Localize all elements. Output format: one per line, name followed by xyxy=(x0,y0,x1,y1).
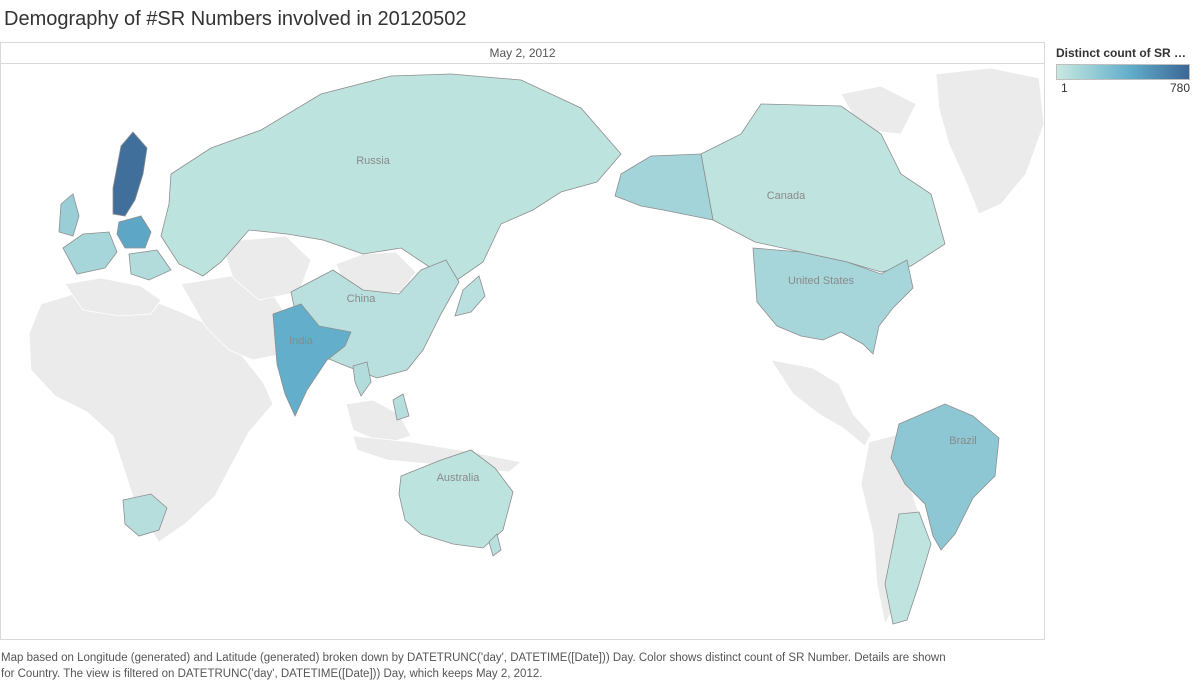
legend-max-label: 780 xyxy=(1169,81,1190,95)
dashboard-title: Demography of #SR Numbers involved in 20… xyxy=(4,8,467,30)
label-russia: Russia xyxy=(356,155,391,167)
europe-misc-shape[interactable] xyxy=(64,277,162,317)
label-australia: Australia xyxy=(437,472,481,484)
label-india: India xyxy=(289,335,314,347)
data-countries xyxy=(58,73,1000,625)
united-states-shape[interactable] xyxy=(752,247,914,355)
russia-shape[interactable] xyxy=(160,73,622,281)
uk-shape[interactable] xyxy=(58,193,80,237)
label-canada: Canada xyxy=(767,190,806,202)
thailand-shape[interactable] xyxy=(352,361,372,397)
alaska-shape[interactable] xyxy=(614,153,714,221)
map-canvas[interactable]: Russia China India Canada United States … xyxy=(1,64,1044,639)
label-united-states: United States xyxy=(788,275,855,287)
pane-header-date: May 2, 2012 xyxy=(1,43,1044,64)
color-legend[interactable]: Distinct count of SR Nu.. 1 780 xyxy=(1056,46,1194,97)
sweden-shape[interactable] xyxy=(112,131,148,217)
caption-line-1: Map based on Longitude (generated) and L… xyxy=(1,652,946,664)
label-china: China xyxy=(347,293,377,305)
legend-labels: 1 780 xyxy=(1056,81,1190,97)
caption-line-2: for Country. The view is filtered on DAT… xyxy=(1,668,543,680)
poland-shape[interactable] xyxy=(116,215,152,249)
caption: Map based on Longitude (generated) and L… xyxy=(1,650,1061,682)
japan-shape[interactable] xyxy=(454,275,486,317)
canada-shape[interactable] xyxy=(700,103,946,273)
mexico-central-america-shape[interactable] xyxy=(770,359,872,447)
world-map[interactable]: Russia China India Canada United States … xyxy=(1,64,1044,639)
argentina-chile-shape[interactable] xyxy=(884,511,932,625)
legend-title[interactable]: Distinct count of SR Nu.. xyxy=(1056,46,1194,60)
eastern-europe-shape[interactable] xyxy=(128,249,172,281)
southeast-asia-shape[interactable] xyxy=(345,399,412,445)
western-europe-shape[interactable] xyxy=(62,231,118,275)
philippines-shape[interactable] xyxy=(392,393,410,421)
new-zealand-shape[interactable] xyxy=(488,533,502,557)
africa-shape[interactable] xyxy=(28,288,274,543)
greenland-shape[interactable] xyxy=(935,67,1044,215)
legend-min-label: 1 xyxy=(1061,81,1068,95)
brazil-shape[interactable] xyxy=(890,403,1000,551)
india-shape[interactable] xyxy=(272,303,352,417)
label-brazil: Brazil xyxy=(949,435,977,447)
map-view[interactable]: May 2, 2012 xyxy=(0,42,1045,640)
south-africa-shape[interactable] xyxy=(122,493,168,537)
country-labels: Russia China India Canada United States … xyxy=(289,155,977,484)
legend-gradient-bar xyxy=(1056,64,1190,80)
